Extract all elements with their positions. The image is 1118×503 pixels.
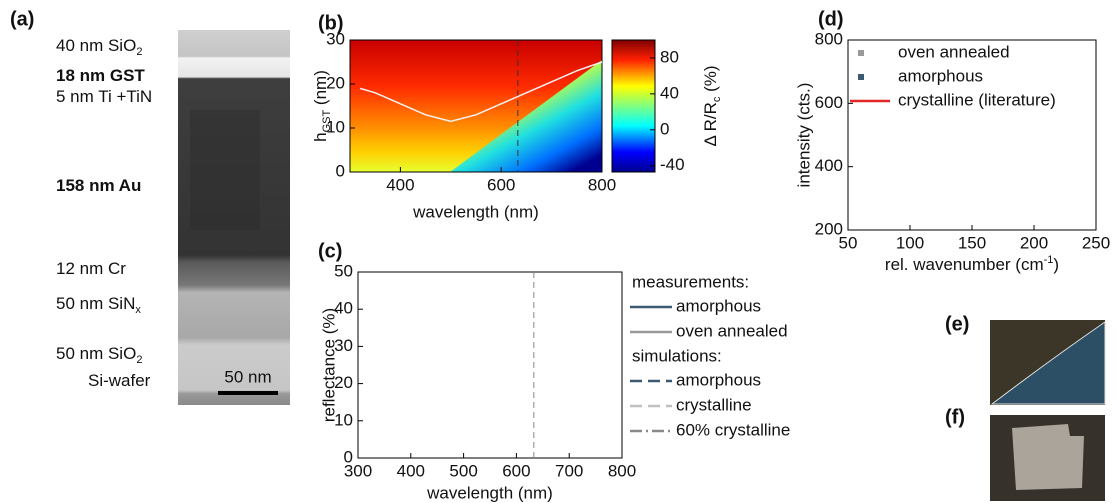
layer-label: 50 nm SiNx	[56, 294, 141, 315]
y-tick-label: 800	[815, 29, 843, 48]
layer-label-main: 12 nm Cr	[56, 259, 126, 278]
legend-label: crystalline	[676, 395, 752, 414]
plot-frame	[357, 271, 623, 459]
panel-label: (f)	[945, 406, 965, 428]
colorbar-tick-label: 40	[660, 83, 679, 102]
y-tick-label: 30	[334, 336, 353, 355]
panel-label: (d)	[818, 8, 844, 30]
y-axis-label: hGST (nm)	[311, 70, 332, 142]
tem-image	[178, 30, 290, 405]
y-tick-label: 400	[815, 156, 843, 175]
y-axis-label-sub: GST	[321, 110, 333, 133]
plot-frame	[349, 39, 603, 173]
legend-label: oven annealed	[676, 321, 788, 340]
x-tick-label: 200	[1020, 233, 1048, 252]
layer-label-main: 158 nm Au	[56, 176, 141, 195]
layer-label-main: 5 nm Ti +TiN	[56, 87, 152, 106]
layer-label: 40 nm SiO2	[56, 36, 142, 57]
y-tick-label: 0	[344, 447, 353, 466]
y-axis-label-rest: (nm)	[311, 70, 330, 110]
legend-swatch	[858, 50, 864, 56]
panel-label: (b)	[318, 12, 344, 34]
y-tick-label: 50	[334, 261, 353, 280]
y-axis-label-main: h	[311, 132, 330, 141]
x-tick-label: 400	[386, 175, 414, 194]
layer-label-main: 40 nm SiO	[56, 36, 136, 55]
legend-group: measurements:	[632, 272, 749, 291]
y-tick-label: 10	[334, 410, 353, 429]
layer-label-sub: 2	[136, 354, 142, 366]
legend-label: oven annealed	[898, 42, 1010, 61]
x-axis-label: wavelength (nm)	[412, 202, 539, 221]
legend-group: simulations:	[632, 346, 722, 365]
legend-label: 60% crystalline	[676, 420, 790, 439]
x-tick-label: 600	[487, 175, 515, 194]
y-tick-label: 600	[815, 93, 843, 112]
sample-annealed	[1012, 424, 1084, 490]
y-axis-label: intensity (cts.)	[794, 83, 813, 188]
x-tick-label: 150	[958, 233, 986, 252]
layer-label: 12 nm Cr	[56, 259, 126, 278]
x-tick-label: 400	[397, 461, 425, 480]
x-tick-label: 500	[449, 461, 477, 480]
layer-label-main: 50 nm SiO	[56, 344, 136, 363]
colorbar-label: Δ R/Rc (%)	[701, 65, 722, 146]
y-tick-label: 40	[334, 299, 353, 318]
legend-label: amorphous	[676, 296, 761, 315]
y-tick-label: 30	[326, 29, 345, 48]
x-axis-label-rest: )	[1053, 255, 1059, 274]
layer-label: 18 nm GST	[56, 66, 145, 85]
scale-bar-label: 50 nm	[224, 367, 271, 386]
legend-label: amorphous	[676, 370, 761, 389]
legend-swatch	[858, 74, 864, 80]
x-tick-label: 800	[608, 461, 636, 480]
colorbar-tick-label: 0	[660, 119, 669, 138]
panel-label: (c)	[318, 240, 342, 262]
x-tick-label: 800	[588, 175, 616, 194]
colorbar-label-sub: c	[711, 96, 723, 102]
x-tick-label: 300	[344, 461, 372, 480]
x-tick-label: 600	[502, 461, 530, 480]
layer-label-main: 18 nm GST	[56, 66, 145, 85]
layer-label-main: 50 nm SiN	[56, 294, 135, 313]
tem-grain	[190, 110, 260, 230]
heatmap-region	[450, 60, 602, 172]
y-tick-label: 20	[334, 373, 353, 392]
x-tick-label: 250	[1082, 233, 1110, 252]
x-tick-label: 100	[896, 233, 924, 252]
x-axis-label: rel. wavenumber (cm-1)	[885, 254, 1059, 275]
legend-label: amorphous	[898, 66, 983, 85]
layer-label-sub: x	[135, 304, 141, 316]
y-tick-label: 20	[326, 73, 345, 92]
legend-label: crystalline (literature)	[898, 90, 1056, 109]
x-axis-label-main: rel. wavenumber (cm	[885, 255, 1044, 274]
x-tick-label: 700	[555, 461, 583, 480]
contour-line	[359, 61, 603, 123]
y-tick-label: 200	[815, 219, 843, 238]
colorbar-label-main: Δ R/R	[701, 102, 720, 146]
layer-label: 50 nm SiO2	[56, 344, 142, 365]
panel-label: (e)	[945, 313, 969, 335]
sample-amorphous	[990, 321, 1106, 405]
layer-label: 158 nm Au	[56, 176, 141, 195]
layer-label: 5 nm Ti +TiN	[56, 87, 152, 106]
panel-label: (a)	[10, 8, 34, 30]
colorbar-label-rest: (%)	[701, 65, 720, 96]
x-axis-label: wavelength (nm)	[426, 483, 553, 502]
layer-label: Si-wafer	[88, 371, 151, 390]
y-tick-label: 10	[326, 117, 345, 136]
x-tick-label: 50	[839, 233, 858, 252]
y-tick-label: 0	[336, 161, 345, 180]
x-axis-label-sup: -1	[1044, 254, 1054, 266]
layer-label-sub: 2	[136, 46, 142, 58]
y-axis-label: reflectance (%)	[319, 308, 338, 422]
layer-label-main: Si-wafer	[88, 371, 151, 390]
colorbar-tick-label: 80	[660, 47, 679, 66]
colorbar	[611, 39, 656, 173]
colorbar-tick-label: -40	[660, 155, 685, 174]
